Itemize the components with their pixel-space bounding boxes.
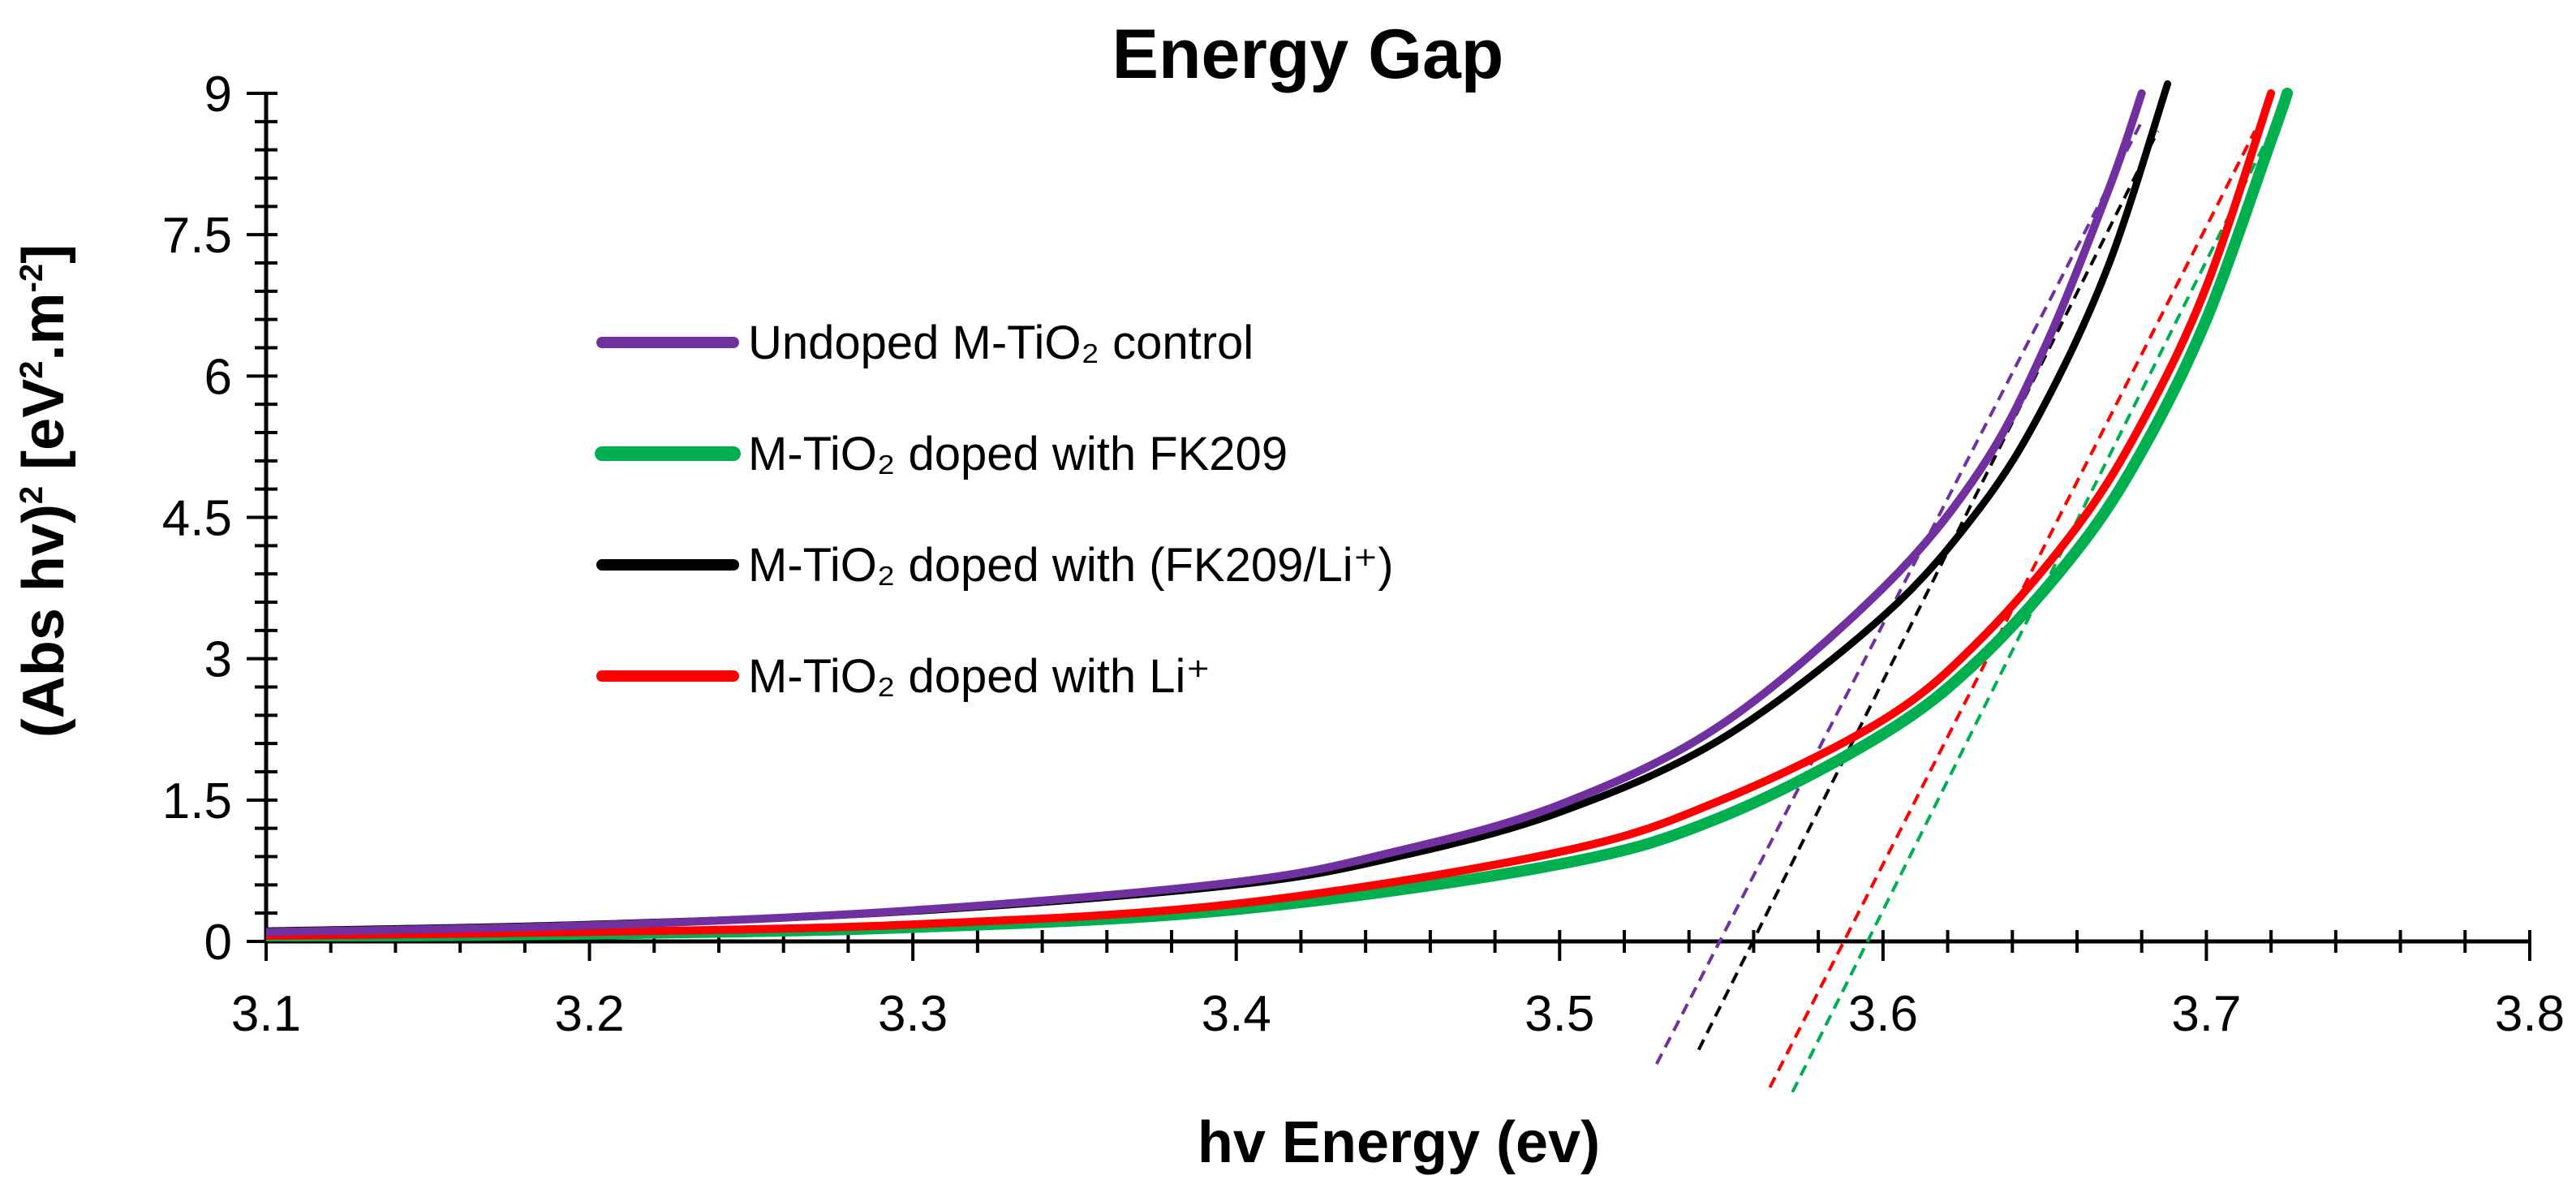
series-lines [266, 80, 2294, 941]
fit-lines [1655, 120, 2273, 1093]
x-tick-labels: 3.1 3.2 3.3 3.4 3.5 3.6 3.7 3.8 [231, 986, 2565, 1042]
series-line-m-tio-doped-with-fk209-li [266, 80, 2172, 935]
y-axis-label: (Abs hv)2 [eV2.m-2] [11, 244, 76, 738]
chart-title: Energy Gap [1112, 15, 1504, 93]
x-tick-label: 3.7 [2171, 986, 2241, 1042]
x-tick-label: 3.5 [1525, 986, 1594, 1042]
series-line-undoped-m-tio-control [266, 89, 2146, 937]
y-tick-label: 7.5 [162, 208, 232, 264]
y-axis-label-unit-close: ] [11, 244, 76, 264]
y-tick-label: 3 [204, 632, 232, 688]
x-axis-label: hv Energy (ev) [1198, 1110, 1600, 1175]
y-tick-label: 0 [204, 915, 232, 971]
series-line-m-tio-doped-with-li [266, 89, 2276, 940]
y-tick-label: 4.5 [162, 491, 232, 547]
legend-label-undoped-m-tio-control: Undoped M-TiO₂ control [748, 317, 1254, 369]
legend-label-m-tio-doped-with-fk209: M-TiO₂ doped with FK209 [748, 428, 1288, 480]
fit-line-m-tio-doped-with-li [1768, 130, 2256, 1088]
y-axis-label-sup1: 2 [14, 486, 49, 504]
fit-line-m-tio-doped-with-fk209 [1791, 130, 2273, 1093]
x-tick-label: 3.2 [554, 986, 624, 1042]
y-axis-label-sup3: -2 [14, 264, 49, 293]
legend-label-m-tio-doped-with-li: M-TiO₂ doped with Li⁺ [748, 650, 1211, 703]
x-tick-label: 3.3 [878, 986, 948, 1042]
y-axis-label-unit-open: [eV [11, 379, 76, 486]
y-tick-label: 9 [204, 67, 232, 123]
x-tick-label: 3.4 [1202, 986, 1271, 1042]
fit-line-m-tio-doped-with-fk209-li [1697, 130, 2160, 1051]
y-tick-labels: 0 1.5 3 4.5 6 7.5 9 [162, 67, 232, 971]
fit-line-undoped-m-tio-control [1655, 120, 2144, 1065]
y-tick-label: 6 [204, 349, 232, 405]
legend: Undoped M-TiO₂ control M-TiO₂ doped with … [595, 317, 1394, 703]
x-tick-label: 3.8 [2495, 986, 2565, 1042]
legend-label-m-tio-doped-with-fk209-li: M-TiO₂ doped with (FK209/Li⁺) [748, 539, 1394, 592]
y-axis-label-sup2: 2 [14, 361, 49, 379]
series-line-m-tio-doped-with-fk209 [266, 88, 2294, 941]
y-axis-label-unit-mid: .m [11, 292, 76, 360]
axes [247, 92, 2531, 961]
y-tick-label: 1.5 [162, 773, 232, 829]
y-axis-label-main: (Abs hv) [11, 504, 76, 738]
x-tick-label: 3.6 [1848, 986, 1918, 1042]
x-tick-label: 3.1 [231, 986, 301, 1042]
